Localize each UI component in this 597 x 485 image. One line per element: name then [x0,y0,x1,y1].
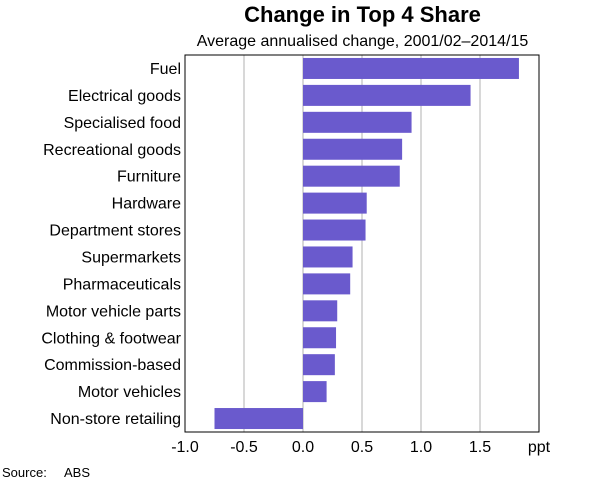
category-label: Hardware [112,196,181,213]
bar [303,192,367,214]
x-tick-label: 1.5 [469,439,491,456]
grid-lines [243,55,481,432]
category-label: Clothing & footwear [41,330,181,347]
bar [303,381,327,403]
category-label: Electrical goods [68,88,181,105]
x-tick-label: -1.0 [171,439,199,456]
chart-subtitle: Average annualised change, 2001/02–2014/… [196,33,529,50]
source-value: ABS [64,465,91,480]
category-label: Furniture [117,169,181,186]
category-labels: Fuel Electrical goods Specialised food Recr… [41,61,181,428]
bar [303,111,412,133]
source-label: Source: [2,465,47,480]
chart-title: Change in Top 4 Share [244,2,481,27]
bar [303,219,366,241]
x-tick-labels: -1.0 -0.5 0.0 0.5 1.0 1.5 ppt [171,439,550,456]
x-tick-label: -0.5 [230,439,258,456]
plot-border [184,54,540,433]
bar [303,300,338,322]
bar [303,327,337,349]
bar [303,273,351,295]
bar [303,57,519,79]
plot-frame [184,54,540,433]
category-label: Non-store retailing [50,411,181,428]
category-label: Supermarkets [81,249,181,266]
x-tick-label: 0.5 [351,439,373,456]
category-label: Motor vehicles [78,384,181,401]
bar [214,408,303,430]
x-unit-label: ppt [528,439,551,456]
bars [214,57,519,430]
source-note: Source: ABS [2,465,90,480]
category-label: Fuel [150,61,181,78]
bar [303,84,471,106]
x-tick-label: 0.0 [292,439,314,456]
category-label: Motor vehicle parts [46,303,181,320]
x-tick-label: 1.0 [410,439,432,456]
category-label: Pharmaceuticals [63,276,181,293]
bar [303,138,403,160]
bar [303,354,335,376]
category-label: Department stores [49,223,181,240]
bar [303,165,400,187]
category-label: Recreational goods [43,142,181,159]
bar [303,246,353,268]
category-label: Specialised food [64,115,181,132]
category-label: Commission-based [44,357,181,374]
